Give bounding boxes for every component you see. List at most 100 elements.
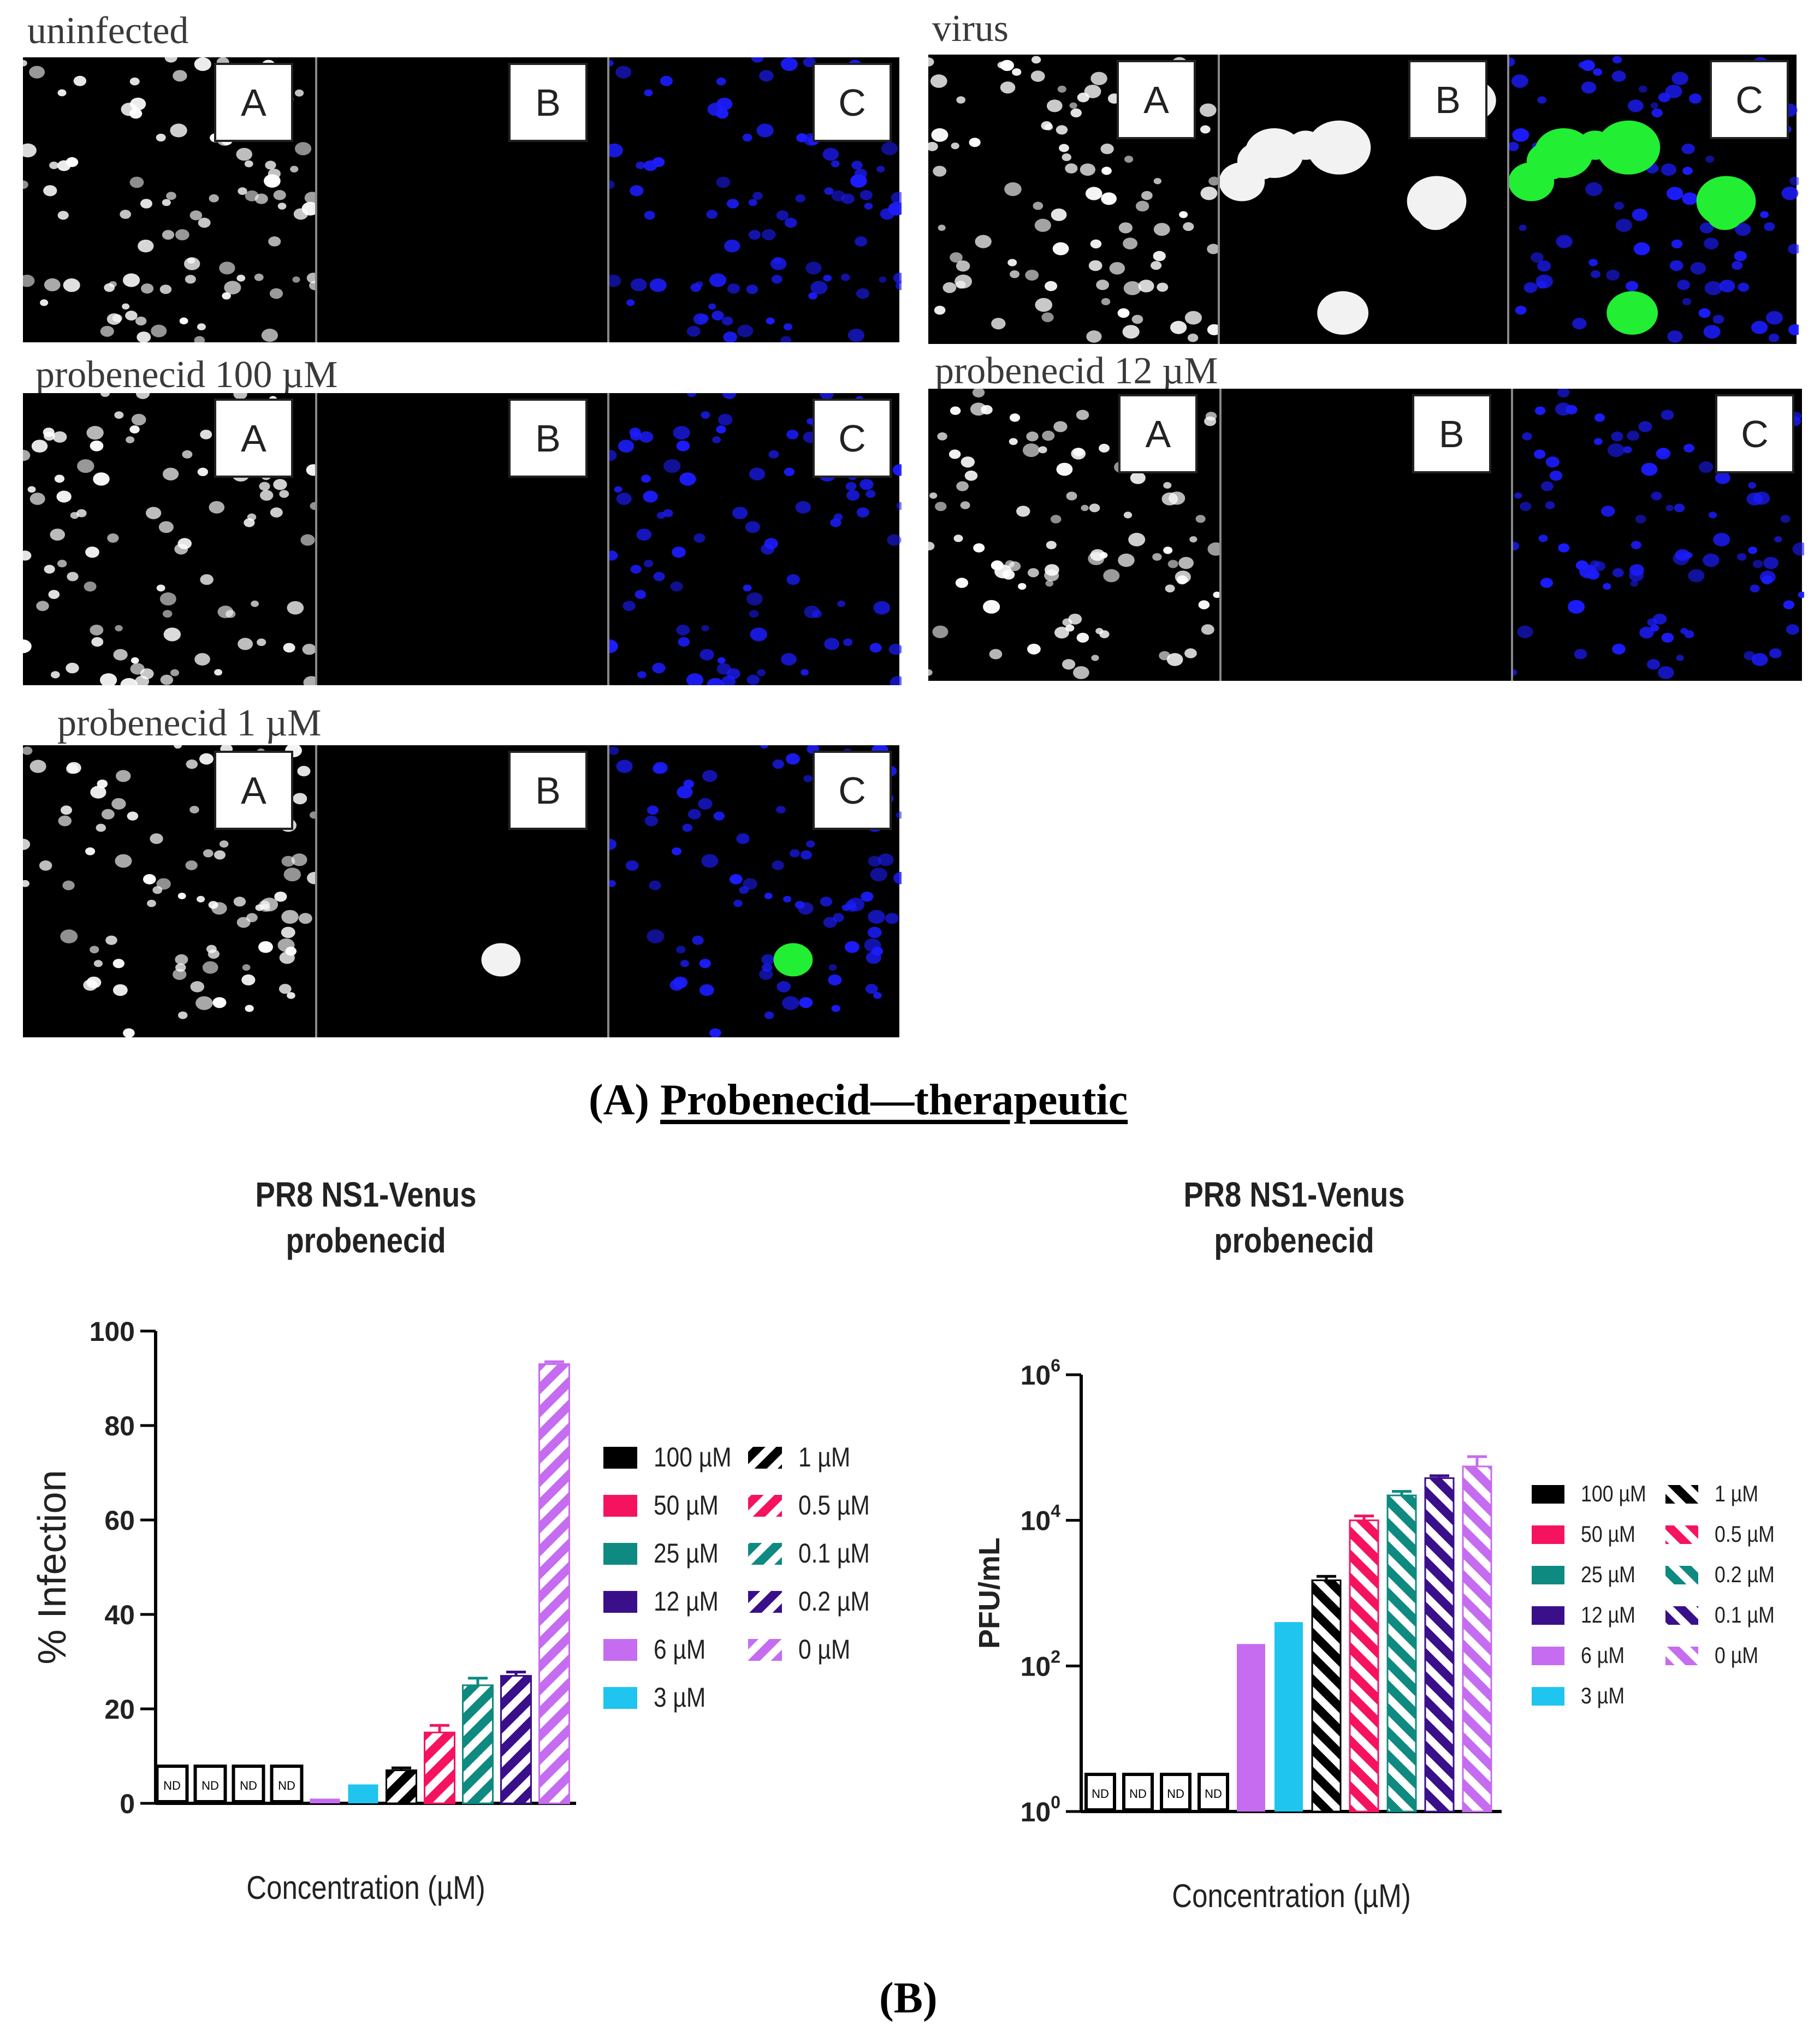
bar [348,1784,378,1803]
y-tick-label: 0 [120,1789,135,1819]
group-label-probenecid-12: probenecid 12 µM [935,350,1218,392]
legend-label: 0 µM [1715,1643,1758,1668]
panel-a-caption-title: Probenecid—therapeutic [660,1076,1128,1124]
y-tick-label: 106 [1021,1356,1060,1391]
x-axis-label: Concentration (µM) [246,1869,485,1906]
micrograph-nuclei: A [928,55,1218,344]
y-tick-label: 20 [104,1694,135,1725]
chart-percent-infection: PR8 NS1-Venus probenecid 0 20 40 60 80 100 % Inf… [31,1175,870,1906]
micrograph-venus: B [1218,55,1509,344]
legend-label: 6 µM [654,1634,706,1665]
group-label-virus: virus [932,8,1009,50]
nd-box [155,1765,189,1803]
bar [310,1798,340,1803]
micrograph-merge: C [1510,389,1804,681]
legend-label: 12 µM [1581,1602,1635,1628]
bar [1349,1519,1379,1813]
micrograph-merge: C [607,745,902,1037]
image-strip-uninfected: A B C [23,57,902,342]
panel-letter-badge: B [508,399,588,478]
bar [1462,1465,1492,1813]
bar [1237,1644,1265,1812]
nd-label: ND [278,1779,295,1792]
y-axis-label: % Infection [31,1470,74,1664]
legend-label: 0.2 µM [798,1586,870,1617]
panel-letter-badge: C [813,751,892,830]
legend-label: 100 µM [1581,1481,1646,1506]
y-tick-label: 40 [104,1600,135,1630]
legend-swatch [603,1639,637,1661]
legend-label: 100 µM [654,1442,732,1472]
micrograph-nuclei: A [23,393,315,685]
nd-label: ND [1129,1787,1147,1801]
nd-box [1084,1773,1116,1812]
panel-letter-badge: A [214,751,293,830]
panel-letter-badge: C [1710,60,1789,139]
panel-letter-badge: A [214,63,293,142]
legend-swatch [748,1495,782,1517]
panel-b-caption: (B) [879,1974,938,2022]
legend-swatch [1665,1485,1698,1504]
y-tick-label: 100 [1021,1792,1060,1827]
legend-label: 3 µM [654,1682,706,1713]
legend-label: 0.1 µM [798,1538,870,1569]
nd-label: ND [1205,1787,1222,1801]
bar [538,1363,570,1804]
x-axis-label: Concentration (µM) [1172,1878,1410,1914]
legend-label: 1 µM [798,1442,850,1472]
legend-label: 1 µM [1715,1481,1758,1506]
nd-label: ND [1167,1787,1184,1801]
legend-swatch [603,1447,637,1469]
legend-swatch [1532,1606,1564,1625]
nd-label: ND [1092,1787,1109,1801]
nd-box [1197,1773,1229,1812]
legend-swatch [1665,1525,1698,1544]
nd-label: ND [163,1779,181,1792]
group-label-probenecid-1: probenecid 1 µM [57,702,322,744]
group-label-probenecid-100: probenecid 100 µM [35,354,338,396]
y-tick-label: 100 [90,1316,135,1347]
group-label-uninfected: uninfected [27,10,189,52]
legend-swatch [1532,1485,1564,1504]
legend-label: 0 µM [798,1634,850,1665]
legend-swatch [1665,1606,1698,1625]
panel-letter-badge: B [508,751,588,830]
legend-swatch [748,1591,782,1613]
micrograph-venus: B [1219,389,1513,681]
panel-letter-badge: C [813,399,892,478]
legend-swatch [1532,1647,1564,1665]
legend-swatch [603,1591,637,1613]
legend-swatch [603,1543,637,1565]
panel-letter-badge: A [1117,60,1196,139]
micrograph-merge: C [607,57,902,342]
nd-box [1122,1773,1154,1812]
panel-letter-badge: A [1118,394,1198,473]
image-strip-probenecid-100: A B C [23,393,902,685]
bar [1386,1494,1417,1813]
micrograph-nuclei: A [928,389,1220,681]
nd-label: ND [240,1779,257,1792]
panel-a-caption: (A) Probenecid—therapeutic [589,1078,1128,1122]
bar [500,1674,532,1804]
legend-label: 25 µM [654,1538,719,1569]
nd-box [1160,1773,1191,1812]
bar [1311,1579,1342,1813]
bar [1424,1477,1455,1813]
y-tick-label: 102 [1021,1647,1060,1682]
legend-swatch [1532,1687,1564,1706]
bar [462,1684,494,1804]
panel-letter-badge: A [214,399,293,478]
legend-label: 3 µM [1581,1683,1625,1708]
image-strip-probenecid-1: A B C [23,745,902,1037]
chart-title: PR8 NS1-Venus probenecid [1183,1175,1404,1260]
nd-label: ND [201,1779,219,1792]
panel-letter-badge: B [508,63,588,142]
nd-box [232,1765,265,1803]
micrograph-nuclei: A [23,745,315,1037]
micrograph-venus: B [315,393,609,685]
y-tick-label: 104 [1021,1501,1061,1536]
y-tick-label: 60 [104,1505,135,1536]
chart-title: PR8 NS1-Venus probenecid [255,1175,476,1260]
image-strip-virus: A B C [928,55,1799,344]
bar [424,1731,455,1804]
